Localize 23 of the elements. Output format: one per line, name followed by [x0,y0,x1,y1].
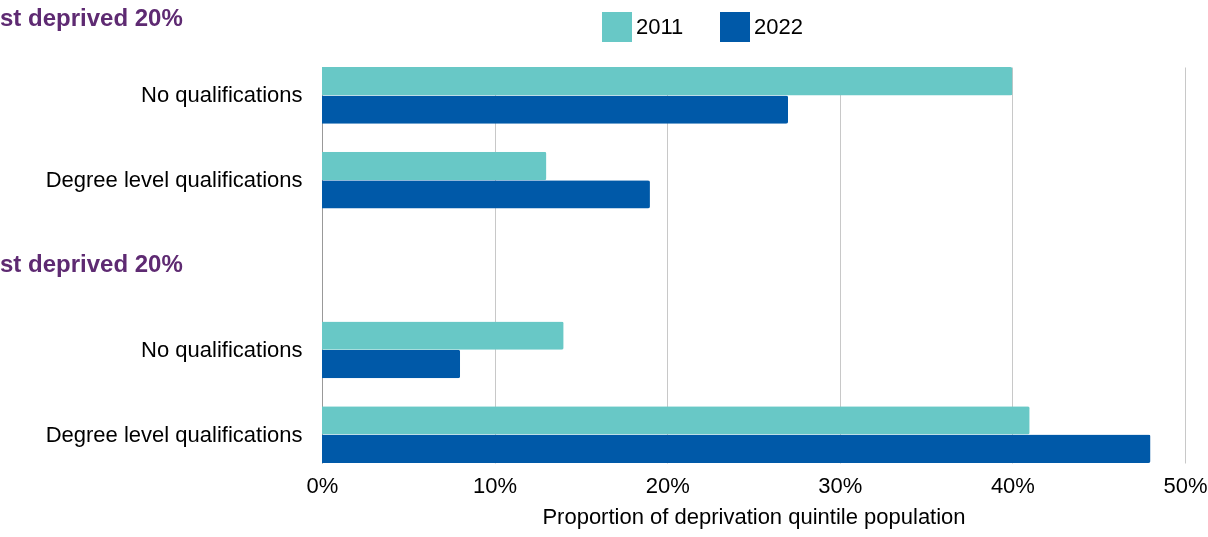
legend-label: 2022 [754,14,803,39]
y-tick-label: Degree level qualifications [45,167,303,193]
bar [322,67,1013,96]
x-tick-label: 50% [1163,472,1208,498]
x-tick-label: 30% [818,472,863,498]
x-axis-title: Proportion of deprivation quintile population [542,503,966,529]
bar [322,180,650,209]
x-tick-label: 10% [473,472,518,498]
bar [322,151,547,181]
y-tick-label: No qualifications [141,82,303,108]
y-tick-label: Degree level qualifications [45,421,303,447]
bar [322,349,461,379]
x-tick-label: 40% [990,472,1035,498]
bar [322,406,1030,435]
x-tick-label: 20% [645,472,690,498]
x-tick-label: 0% [306,472,339,498]
bar [322,321,564,350]
bar [322,434,1151,463]
bar [322,95,789,124]
text: st deprived 20% [0,250,183,277]
text: st deprived 20% [0,4,183,31]
legend-label: 2011 [636,14,684,39]
y-tick-label: No qualifications [141,336,303,362]
